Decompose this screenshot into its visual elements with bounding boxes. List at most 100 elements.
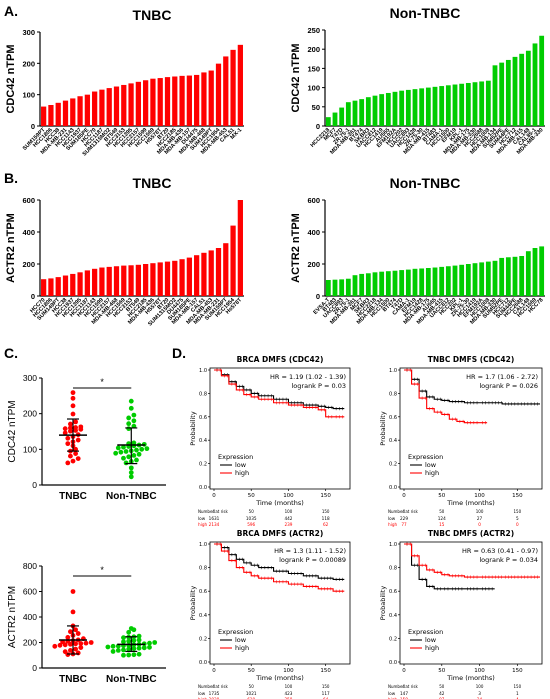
hazard-ratio: HR = 1.7 (1.06 - 2.72) xyxy=(466,373,538,381)
bar xyxy=(385,92,391,126)
bar xyxy=(379,271,385,296)
risk-time-label: 50 xyxy=(249,509,255,514)
risk-table-header: Number at risk xyxy=(388,509,418,514)
bar xyxy=(505,59,511,127)
bar xyxy=(106,266,112,296)
bar xyxy=(499,257,505,296)
legend-label: low xyxy=(235,461,247,469)
km-plot-tnbc-cdc42: TNBC DMFS (CDC42)0.00.20.40.60.81.00 50 10… xyxy=(379,355,543,527)
bar xyxy=(432,267,438,296)
data-point xyxy=(73,419,78,425)
legend-label: low xyxy=(425,461,437,469)
y-tick-label: 1.0 xyxy=(199,542,207,548)
data-point xyxy=(139,446,145,452)
y-tick-label: 50 xyxy=(312,103,320,112)
data-point xyxy=(128,398,134,404)
risk-count: 258 xyxy=(284,697,292,699)
x-tick-label: 150 xyxy=(512,493,523,499)
chart-title: Non-TNBC xyxy=(390,175,461,191)
data-point xyxy=(78,641,84,646)
bar xyxy=(157,78,163,126)
data-point xyxy=(128,470,134,475)
risk-time-label: 150 xyxy=(322,684,330,689)
data-point xyxy=(136,637,142,643)
bar xyxy=(525,251,531,296)
data-point xyxy=(121,444,126,450)
data-point xyxy=(78,424,84,430)
data-point xyxy=(131,652,137,658)
bar xyxy=(172,76,178,126)
logrank-p: logrank P = 0.026 xyxy=(479,382,538,390)
bar xyxy=(157,262,163,296)
bar xyxy=(41,106,47,126)
risk-row-label: high xyxy=(388,697,397,699)
bar xyxy=(399,90,405,126)
risk-count: 239 xyxy=(284,522,292,527)
bar xyxy=(372,95,378,126)
risk-count: 610 xyxy=(247,697,255,699)
bar xyxy=(425,87,431,126)
bar xyxy=(485,261,491,296)
risk-count: 1735 xyxy=(209,691,220,696)
bar xyxy=(359,273,365,296)
bar xyxy=(439,266,445,296)
y-tick-label: 200 xyxy=(22,260,35,269)
km-title: TNBC DMFS (ACTR2) xyxy=(428,529,514,538)
data-point xyxy=(73,627,78,633)
bar xyxy=(113,86,120,126)
bar xyxy=(532,248,538,296)
risk-row-label: low xyxy=(198,516,206,521)
bar xyxy=(539,246,545,296)
dot-plot-actr2: ACTR2 nTPM 0 200 400 600 800 TNBC Non-TNBC * xyxy=(7,561,166,685)
risk-row-label: low xyxy=(388,516,396,521)
data-point xyxy=(68,425,73,431)
bar xyxy=(412,268,418,296)
y-axis-label: Probability xyxy=(379,586,387,621)
data-point xyxy=(134,447,139,453)
risk-table-header: Number at risk xyxy=(198,684,228,689)
data-point xyxy=(126,454,132,460)
data-point xyxy=(52,643,58,649)
risk-time-label: 150 xyxy=(514,684,522,689)
bar xyxy=(425,268,431,296)
risk-count: 3 xyxy=(478,691,481,696)
bar xyxy=(113,266,120,296)
bar xyxy=(525,50,531,126)
y-tick-label: 200 xyxy=(307,260,320,269)
data-point xyxy=(65,435,71,441)
bar xyxy=(339,107,345,126)
plot-frame xyxy=(399,367,543,490)
bar xyxy=(135,81,141,126)
survival-curve-high xyxy=(404,543,540,578)
risk-time-label: 100 xyxy=(476,509,484,514)
risk-count: 97 xyxy=(439,697,445,699)
bar xyxy=(519,53,525,126)
data-point xyxy=(73,641,78,647)
bar xyxy=(472,82,478,126)
data-point xyxy=(70,458,76,464)
bar xyxy=(70,273,76,296)
data-point xyxy=(134,457,139,463)
y-tick-label: 0 xyxy=(31,292,35,301)
bar xyxy=(201,72,207,126)
bar xyxy=(392,91,398,126)
x-tick-label: 50 xyxy=(438,493,445,499)
data-point xyxy=(65,441,71,447)
y-tick-label: 200 xyxy=(307,45,320,54)
chart-title: TNBC xyxy=(133,7,172,23)
x-category-label: TNBC xyxy=(59,674,87,685)
bar xyxy=(492,65,498,126)
legend-label: high xyxy=(425,644,439,652)
bar xyxy=(452,265,458,296)
y-tick-label: 0.2 xyxy=(199,636,207,642)
km-plot-tnbc-actr2: TNBC DMFS (ACTR2)0.00.20.40.60.81.00 50 10… xyxy=(379,529,543,699)
x-tick-label: 50 xyxy=(438,668,445,674)
y-tick-label: 0.0 xyxy=(389,485,397,491)
data-point xyxy=(70,390,76,396)
bar xyxy=(452,84,458,126)
y-tick-label: 800 xyxy=(23,561,37,571)
risk-time-label: 100 xyxy=(285,509,293,514)
risk-row-label: high xyxy=(388,522,397,527)
